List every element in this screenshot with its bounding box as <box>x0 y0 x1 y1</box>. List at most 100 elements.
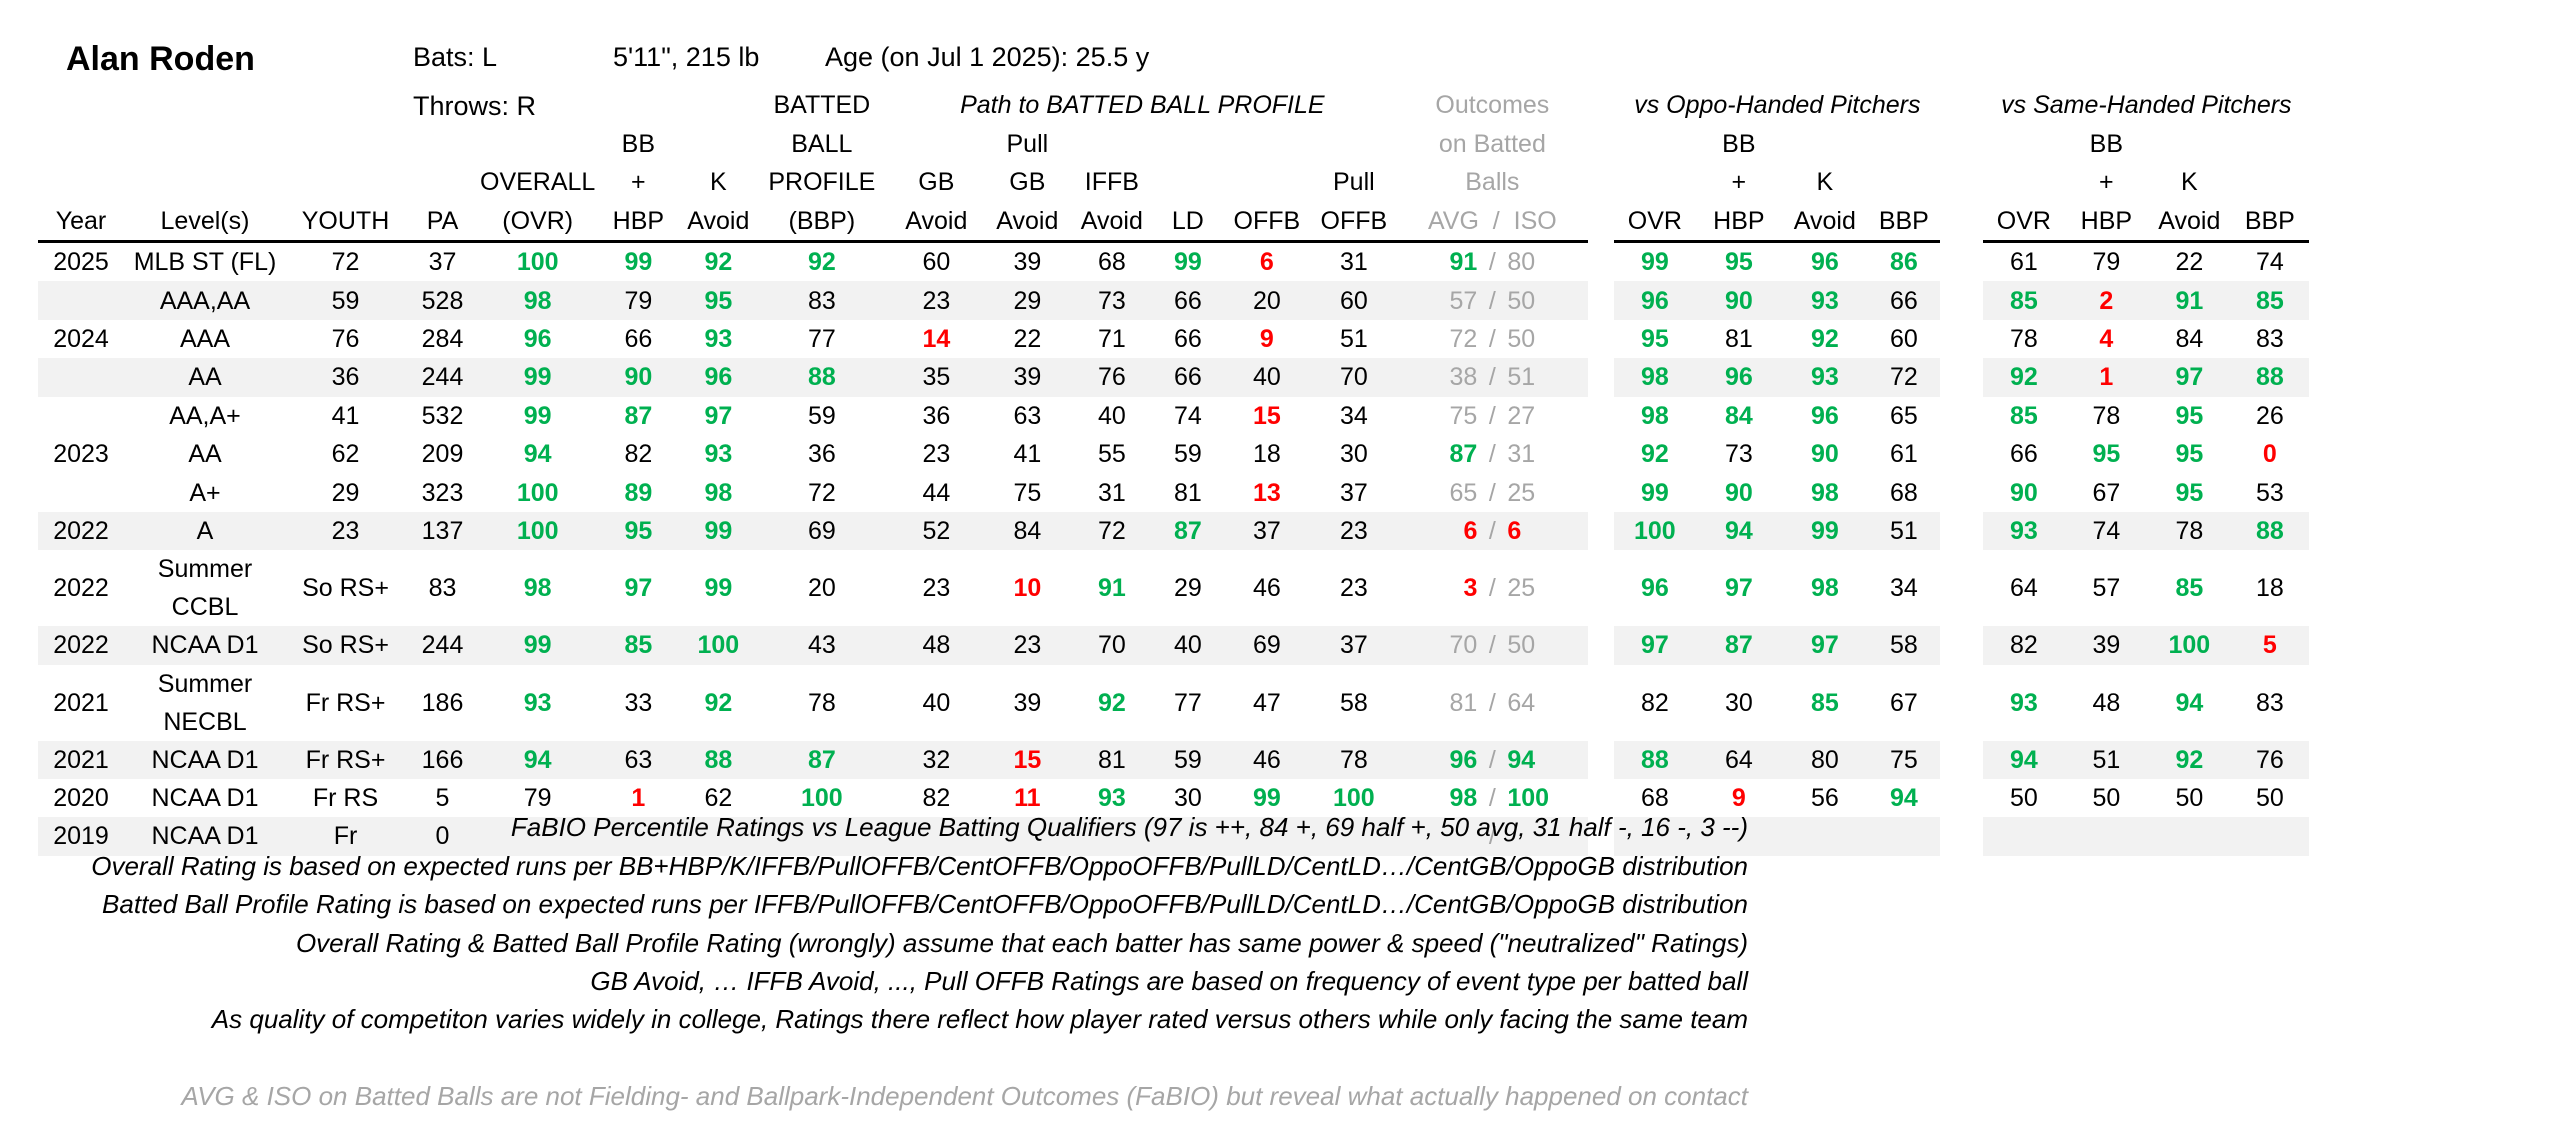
youth-cell: Fr RS <box>312 784 379 813</box>
avg-iso-cell: 38 / 51 <box>1396 358 1589 397</box>
ld-cell: 40 <box>1153 626 1223 665</box>
ovr-cell: 94 <box>480 740 596 779</box>
avg-iso-cell: 57 / 50 <box>1396 281 1589 320</box>
avg-iso-cell: 65 / 25 <box>1396 473 1588 511</box>
k-avoid-cell: 88 <box>681 740 756 779</box>
oppo-ovr-cell: 99 <box>1640 478 1669 507</box>
pa-cell: 284 <box>421 324 464 353</box>
iffb-avoid-cell: 71 <box>1097 324 1126 353</box>
avg-value: 3 <box>1463 574 1478 603</box>
player-name: Alan Roden <box>66 40 255 78</box>
pull-offb-cell: 37 <box>1311 626 1397 665</box>
iso-value: 50 <box>1507 324 1536 353</box>
pull-gb-avoid-cell: 10 <box>1013 574 1042 603</box>
same-bb-hbp-cell: 57 <box>2092 574 2121 603</box>
pull-offb-cell: 23 <box>1339 574 1368 603</box>
table-row: A+ 29 323 100 89 98 72 44 75 31 81 13 37 65 / 25 99 90 98 6… <box>38 473 2309 511</box>
pull-gb-avoid-cell: 75 <box>1013 478 1042 507</box>
same-ovr-cell: 92 <box>1983 358 2065 397</box>
pull-offb-cell: 34 <box>1339 401 1368 430</box>
avg-iso-cell: 87 / 31 <box>1396 435 1588 473</box>
gb-header-1: GB <box>918 168 955 196</box>
same-k-avoid-cell: 22 <box>2175 248 2204 277</box>
bb-hbp-cell <box>595 817 682 856</box>
same-bbp-cell: 74 <box>2255 248 2284 277</box>
ld-cell: 74 <box>1173 401 1202 430</box>
avg-iso-separator: / <box>1488 688 1496 717</box>
oppo-ovr-cell: 82 <box>1640 688 1669 717</box>
oppo-bb-hbp-cell: 87 <box>1695 626 1783 665</box>
oppo-bbp-cell: 61 <box>1889 440 1918 469</box>
level-cell: A <box>124 511 286 551</box>
same-bbp-cell: 83 <box>2255 688 2284 717</box>
pull-gb-avoid-cell: 41 <box>1013 440 1042 469</box>
bb-hbp-cell: 90 <box>595 358 682 397</box>
ovr-cell: 99 <box>523 401 552 430</box>
bb-header-3: HBP <box>595 201 682 243</box>
ld-cell: 99 <box>1173 248 1202 277</box>
offb-cell: 40 <box>1222 358 1312 397</box>
oppo-k-avoid-cell: 93 <box>1782 358 1868 397</box>
pa-cell: 532 <box>421 401 464 430</box>
pull-gb-avoid-cell: 39 <box>1013 688 1042 717</box>
pull-gb-avoid-cell: 39 <box>1013 248 1042 277</box>
pull-offb-cell: 58 <box>1339 688 1368 717</box>
offb-cell: 99 <box>1252 784 1281 813</box>
ovr-cell: 98 <box>480 281 596 320</box>
k-avoid-cell: 95 <box>681 281 756 320</box>
pa-cell: 209 <box>421 440 464 469</box>
oppo-bb-hbp-cell <box>1695 817 1783 856</box>
k-avoid-cell: 62 <box>704 784 733 813</box>
avg-iso-separator: / <box>1488 574 1496 603</box>
same-ovr-cell: 82 <box>1983 626 2065 665</box>
same-bb-header-1: BB <box>2089 129 2124 158</box>
iffb-avoid-cell <box>1070 817 1154 856</box>
pull-offb-cell: 100 <box>1332 784 1375 813</box>
pa-cell: 244 <box>405 626 480 665</box>
ld-cell: 66 <box>1173 324 1202 353</box>
same-bbp-cell: 50 <box>2255 784 2284 813</box>
bb-hbp-cell: 79 <box>595 281 682 320</box>
avg-iso-separator: / <box>1488 286 1496 315</box>
same-bb-header-2: + <box>2099 168 2114 196</box>
year-cell <box>38 473 124 511</box>
bbp-cell: 92 <box>807 248 836 277</box>
note-line-6: As quality of competiton varies widely i… <box>211 1004 1748 1034</box>
same-ovr-cell: 64 <box>2009 574 2038 603</box>
pullgb-header-1: Pull <box>1006 129 1049 158</box>
k-avoid-cell <box>681 817 756 856</box>
same-ovr-cell: 50 <box>2009 784 2038 813</box>
year-cell: 2022 <box>38 511 124 551</box>
outcomes-header-3: Balls <box>1465 168 1520 196</box>
oppo-ovr-cell: 96 <box>1640 574 1669 603</box>
same-ovr-header: OVR <box>1983 201 2065 243</box>
level-cell: MLB ST (FL) <box>133 248 277 277</box>
ovr-cell: 100 <box>516 478 559 507</box>
table-row: 2022 NCAA D1 So RS+ 244 99 85 100 43 48 23 70 40 69 3… <box>38 626 2310 665</box>
avg-iso-cell: 3 / 25 <box>1396 550 1588 626</box>
same-ovr-cell: 93 <box>1983 511 2065 551</box>
offb-header: OFFB <box>1222 201 1312 243</box>
iffb-avoid-cell: 93 <box>1097 784 1126 813</box>
pa-cell: 186 <box>421 688 464 717</box>
oppo-k-avoid-cell: 97 <box>1782 626 1868 665</box>
avg-iso-separator: / <box>1488 478 1496 507</box>
bbp-cell: 36 <box>807 440 836 469</box>
oppo-bbp-cell <box>1867 817 1941 856</box>
avg-value: 70 <box>1449 631 1478 660</box>
k-avoid-cell: 98 <box>704 478 733 507</box>
same-bb-hbp-cell: 95 <box>2092 440 2121 469</box>
oppo-k-avoid-cell: 93 <box>1782 281 1868 320</box>
ld-cell: 59 <box>1153 740 1223 779</box>
pa-cell: 528 <box>405 281 480 320</box>
same-bbp-cell: 88 <box>2230 511 2310 551</box>
same-ovr-cell: 90 <box>2009 478 2038 507</box>
offb-cell: 47 <box>1252 688 1281 717</box>
throws-label: Throws: R <box>413 91 537 121</box>
ovr-cell: 98 <box>523 574 552 603</box>
table-row: 2021 Summer NECBL Fr RS+ 186 93 33 92 78 40 39 92 7… <box>38 665 2309 741</box>
bats-label: Bats: L <box>413 42 498 72</box>
oppo-bbp-cell: 72 <box>1867 358 1941 397</box>
overall-header-2: (OVR) <box>480 201 596 243</box>
same-bbp-cell: 26 <box>2255 401 2284 430</box>
